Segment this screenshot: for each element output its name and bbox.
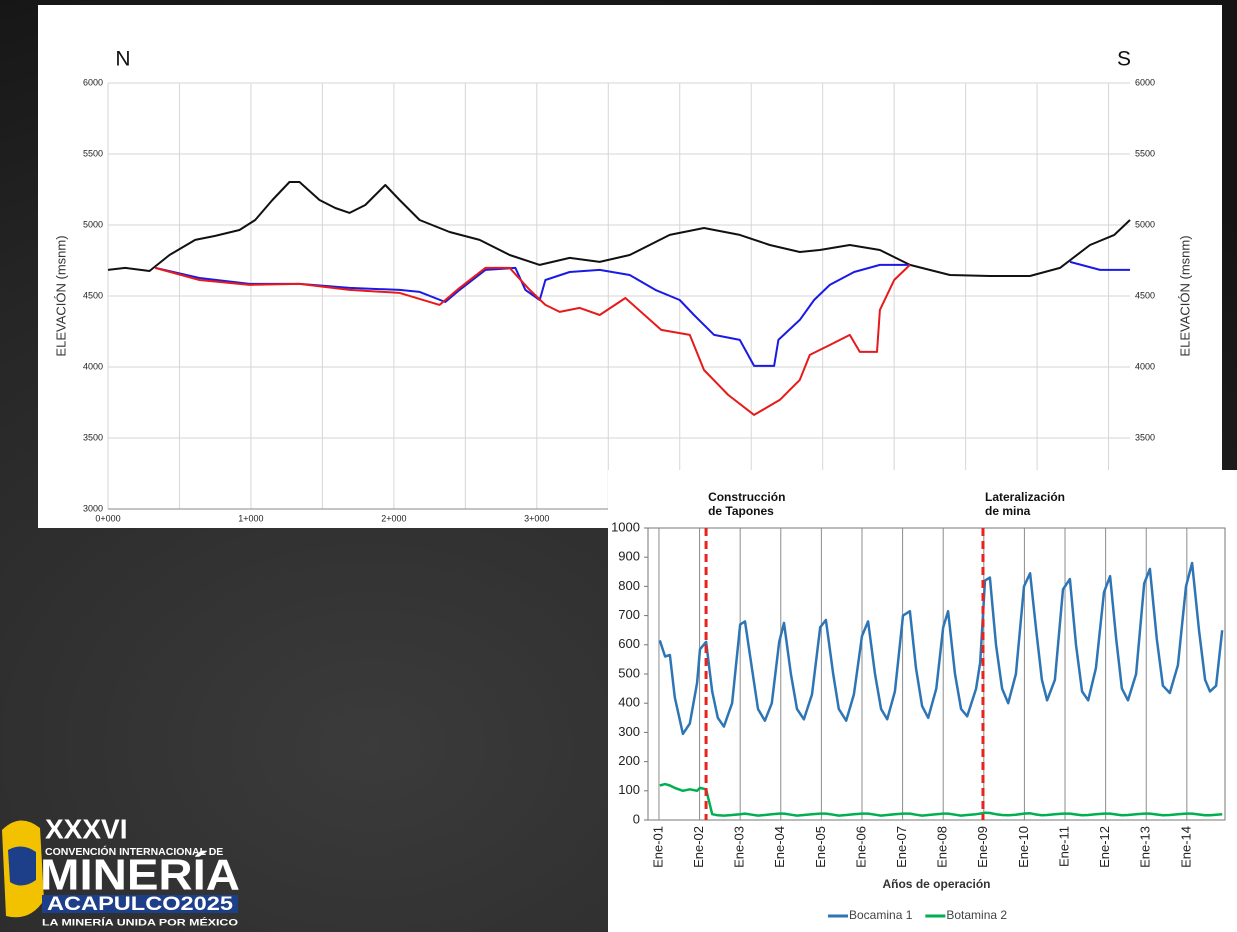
slide: XXXVI CONVENCIÓN INTERNACIONAL DE MINERÍ… [0, 0, 1237, 932]
y-tick-label: 4500 [83, 290, 103, 300]
logo-edition: XXXVI [45, 813, 127, 844]
y-tick-label: 5500 [83, 148, 103, 158]
y2-tick-label: 5000 [1135, 219, 1155, 229]
x-tick-label: Ene-14 [1178, 826, 1193, 868]
y-tick-label: 600 [618, 636, 640, 651]
y-tick-label: 5000 [83, 219, 103, 229]
y-tick-label: 300 [618, 724, 640, 739]
event-label: de mina [985, 504, 1031, 518]
page: {"chart_data": [ {"type": "line", "left_… [0, 0, 1237, 932]
legend-label: Botamina 2 [946, 908, 1007, 922]
logo-face [8, 846, 36, 885]
y-tick-label: 500 [618, 665, 640, 680]
x-tick-label: Ene-13 [1138, 826, 1153, 868]
x-tick-label: Ene-01 [650, 826, 665, 868]
y-tick-label: 400 [618, 695, 640, 710]
y-tick-label: 6000 [83, 77, 103, 87]
y-tick-label: 200 [618, 753, 640, 768]
x-tick-label: Ene-07 [894, 826, 909, 868]
legend-label: Bocamina 1 [849, 908, 913, 922]
y-tick-label: 3500 [83, 432, 103, 442]
y2-tick-label: 4500 [1135, 290, 1155, 300]
x-tick-label: 3+000 [524, 513, 549, 523]
x-tick-label: 1+000 [238, 513, 263, 523]
x-tick-label: Ene-08 [935, 826, 950, 868]
y-tick-label: 0 [633, 811, 640, 826]
y-tick-label: 4000 [83, 361, 103, 371]
logo-motto: LA MINERÍA UNIDA POR MÉXICO [42, 917, 238, 927]
event-label: Construcción [708, 490, 785, 504]
y-tick-label: 3000 [83, 503, 103, 513]
direction-label: N [115, 48, 130, 71]
y-tick-label: 900 [618, 549, 640, 564]
logo-place: ACAPULCO2025 [47, 894, 234, 915]
x-tick-label: Ene-09 [975, 826, 990, 868]
y2-tick-label: 4000 [1135, 361, 1155, 371]
y-tick-label: 1000 [611, 519, 640, 534]
y-axis-title: ELEVACIÓN (msnm) [53, 235, 68, 356]
x-tick-label: Ene-10 [1016, 826, 1031, 868]
direction-label: S [1117, 48, 1131, 71]
y-tick-label: 100 [618, 782, 640, 797]
y-tick-label: 700 [618, 607, 640, 622]
x-tick-label: Ene-04 [772, 826, 787, 868]
x-tick-label: Ene-12 [1097, 826, 1112, 868]
x-tick-label: Ene-02 [691, 826, 706, 868]
x-tick-label: Ene-06 [853, 826, 868, 868]
y-tick-label: 800 [618, 578, 640, 593]
y2-tick-label: 3500 [1135, 432, 1155, 442]
y2-axis-title: ELEVACIÓN (msnm) [1177, 235, 1192, 356]
x-axis-title: Años de operación [882, 877, 990, 891]
x-tick-label: 0+000 [95, 513, 120, 523]
x-tick-label: Ene-05 [813, 826, 828, 868]
x-tick-label: Ene-03 [732, 826, 747, 868]
event-label: de Tapones [708, 504, 774, 518]
x-tick-label: Ene-11 [1056, 826, 1071, 867]
x-tick-label: 2+000 [381, 513, 406, 523]
y2-tick-label: 6000 [1135, 77, 1155, 87]
event-label: Lateralización [985, 490, 1065, 504]
logo-name: MINERÍA [40, 850, 240, 900]
y2-tick-label: 5500 [1135, 148, 1155, 158]
